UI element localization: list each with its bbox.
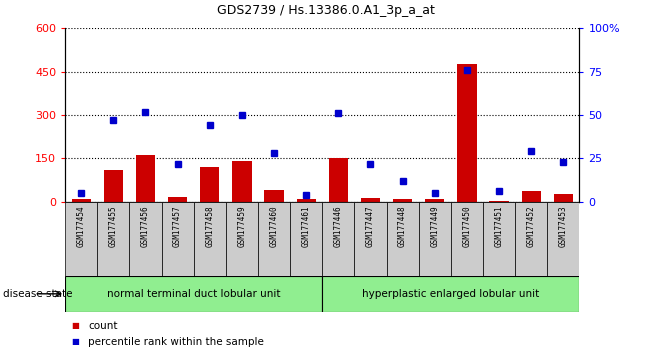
Bar bbox=[515, 202, 547, 276]
Bar bbox=[450, 202, 483, 276]
Text: GSM177449: GSM177449 bbox=[430, 205, 439, 247]
Text: GSM177447: GSM177447 bbox=[366, 205, 375, 247]
Text: GSM177448: GSM177448 bbox=[398, 205, 407, 247]
Bar bbox=[161, 202, 194, 276]
Text: GSM177457: GSM177457 bbox=[173, 205, 182, 247]
Bar bbox=[490, 201, 508, 202]
Bar bbox=[553, 194, 573, 202]
Text: GSM177459: GSM177459 bbox=[238, 205, 246, 247]
Bar bbox=[65, 276, 322, 312]
Bar bbox=[329, 158, 348, 202]
Text: ■: ■ bbox=[72, 321, 79, 330]
Text: hyperplastic enlarged lobular unit: hyperplastic enlarged lobular unit bbox=[362, 289, 540, 299]
Text: GSM177460: GSM177460 bbox=[270, 205, 279, 247]
Text: ■: ■ bbox=[72, 337, 79, 346]
Text: percentile rank within the sample: percentile rank within the sample bbox=[88, 337, 264, 347]
Bar bbox=[393, 199, 412, 202]
Text: GSM177455: GSM177455 bbox=[109, 205, 118, 247]
Bar bbox=[97, 202, 130, 276]
Bar bbox=[521, 191, 541, 202]
Text: GSM177456: GSM177456 bbox=[141, 205, 150, 247]
Text: count: count bbox=[88, 321, 117, 331]
Text: GSM177451: GSM177451 bbox=[495, 205, 503, 247]
Text: GSM177446: GSM177446 bbox=[334, 205, 343, 247]
Bar bbox=[130, 202, 161, 276]
Bar bbox=[483, 202, 515, 276]
Text: disease state: disease state bbox=[3, 289, 73, 299]
Bar bbox=[168, 196, 187, 202]
Text: GSM177461: GSM177461 bbox=[301, 205, 311, 247]
Bar bbox=[425, 199, 445, 202]
Bar bbox=[226, 202, 258, 276]
Bar bbox=[264, 190, 284, 202]
Bar bbox=[457, 64, 477, 202]
Bar bbox=[258, 202, 290, 276]
Bar bbox=[194, 202, 226, 276]
Text: GDS2739 / Hs.13386.0.A1_3p_a_at: GDS2739 / Hs.13386.0.A1_3p_a_at bbox=[217, 4, 434, 17]
Text: GSM177453: GSM177453 bbox=[559, 205, 568, 247]
Bar bbox=[387, 202, 419, 276]
Text: GSM177458: GSM177458 bbox=[205, 205, 214, 247]
Text: GSM177454: GSM177454 bbox=[77, 205, 86, 247]
Bar bbox=[200, 167, 219, 202]
Bar bbox=[419, 202, 450, 276]
Bar bbox=[104, 170, 123, 202]
Text: normal terminal duct lobular unit: normal terminal duct lobular unit bbox=[107, 289, 281, 299]
Text: GSM177452: GSM177452 bbox=[527, 205, 536, 247]
Bar bbox=[354, 202, 387, 276]
Bar bbox=[297, 199, 316, 202]
Bar bbox=[322, 202, 354, 276]
Bar bbox=[136, 155, 155, 202]
Bar bbox=[232, 161, 251, 202]
Bar bbox=[65, 202, 97, 276]
Bar bbox=[322, 276, 579, 312]
Bar bbox=[72, 199, 91, 202]
Bar bbox=[361, 198, 380, 202]
Text: GSM177450: GSM177450 bbox=[462, 205, 471, 247]
Bar bbox=[290, 202, 322, 276]
Bar bbox=[547, 202, 579, 276]
